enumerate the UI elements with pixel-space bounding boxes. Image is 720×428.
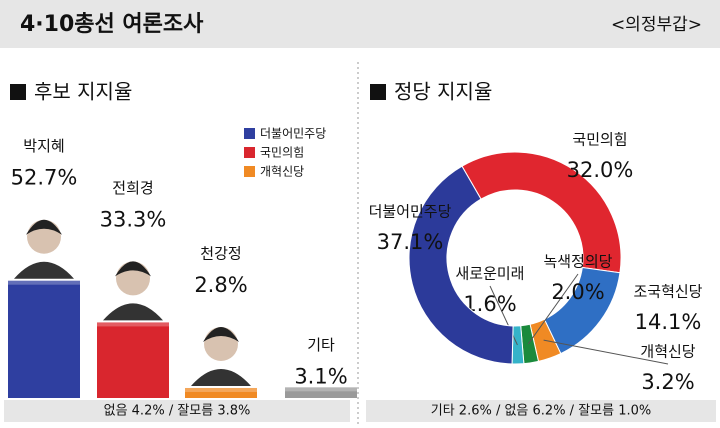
leader-line: [527, 273, 579, 345]
legend-swatch: [244, 147, 255, 158]
candidate-hair: [26, 219, 62, 235]
legend-label: 국민의힘: [260, 146, 304, 160]
donut-slice: [408, 165, 514, 365]
section-title: 후보 지지율: [34, 80, 132, 104]
header-bar: [0, 0, 720, 48]
donut-slice: [461, 151, 622, 274]
note: 없음 4.2% / 잘모름 3.8%: [104, 404, 251, 419]
header-source: <의정부갑>: [611, 15, 702, 35]
value-label: 2.0%: [551, 280, 604, 304]
legend-label: 개혁신당: [260, 165, 304, 179]
slice-label: 개혁신당: [640, 343, 695, 361]
candidate-hair: [203, 326, 239, 342]
candidate-name: 전희경: [112, 179, 153, 197]
slice-label: 조국혁신당: [633, 283, 702, 301]
candidate-name: 박지혜: [23, 137, 64, 155]
bar: [285, 391, 357, 398]
value-label: 3.1%: [294, 364, 347, 388]
legend-swatch: [244, 128, 255, 139]
legend-label: 더불어민주당: [260, 127, 326, 141]
value-label: 14.1%: [635, 310, 702, 334]
section-title: 정당 지지율: [394, 80, 492, 104]
bar: [185, 391, 257, 398]
bar-lid: [185, 387, 257, 394]
bar-lid: [97, 322, 169, 329]
candidate-name: 기타: [307, 336, 335, 354]
note: 기타 2.6% / 없음 6.2% / 잘모름 1.0%: [431, 404, 652, 419]
candidate-hair: [115, 261, 151, 277]
note-bar: [366, 400, 716, 422]
value-label: 3.2%: [641, 370, 694, 394]
header-title: 4·10총선 여론조사: [20, 12, 204, 37]
bar: [8, 284, 80, 398]
title-square: [370, 84, 386, 100]
leader-line: [543, 339, 669, 365]
value-label: 33.3%: [100, 207, 167, 231]
legend-swatch: [244, 166, 255, 177]
note-bar: [4, 400, 350, 422]
value-label: 37.1%: [377, 230, 444, 254]
value-label: 32.0%: [567, 158, 634, 182]
bar-lid: [285, 387, 357, 394]
bar-lid: [8, 280, 80, 287]
bar: [97, 326, 169, 398]
slice-label: 더불어민주당: [369, 203, 452, 221]
value-label: 52.7%: [11, 166, 78, 190]
candidate-name: 천강정: [200, 244, 241, 262]
slice-label: 녹색정의당: [543, 253, 612, 271]
slice-label: 국민의힘: [572, 131, 627, 149]
candidate-body: [103, 303, 163, 321]
title-square: [10, 84, 26, 100]
value-label: 2.8%: [194, 273, 247, 297]
slice-label: 새로운미래: [455, 265, 524, 283]
candidate-body: [14, 261, 74, 279]
candidate-body: [191, 368, 251, 386]
